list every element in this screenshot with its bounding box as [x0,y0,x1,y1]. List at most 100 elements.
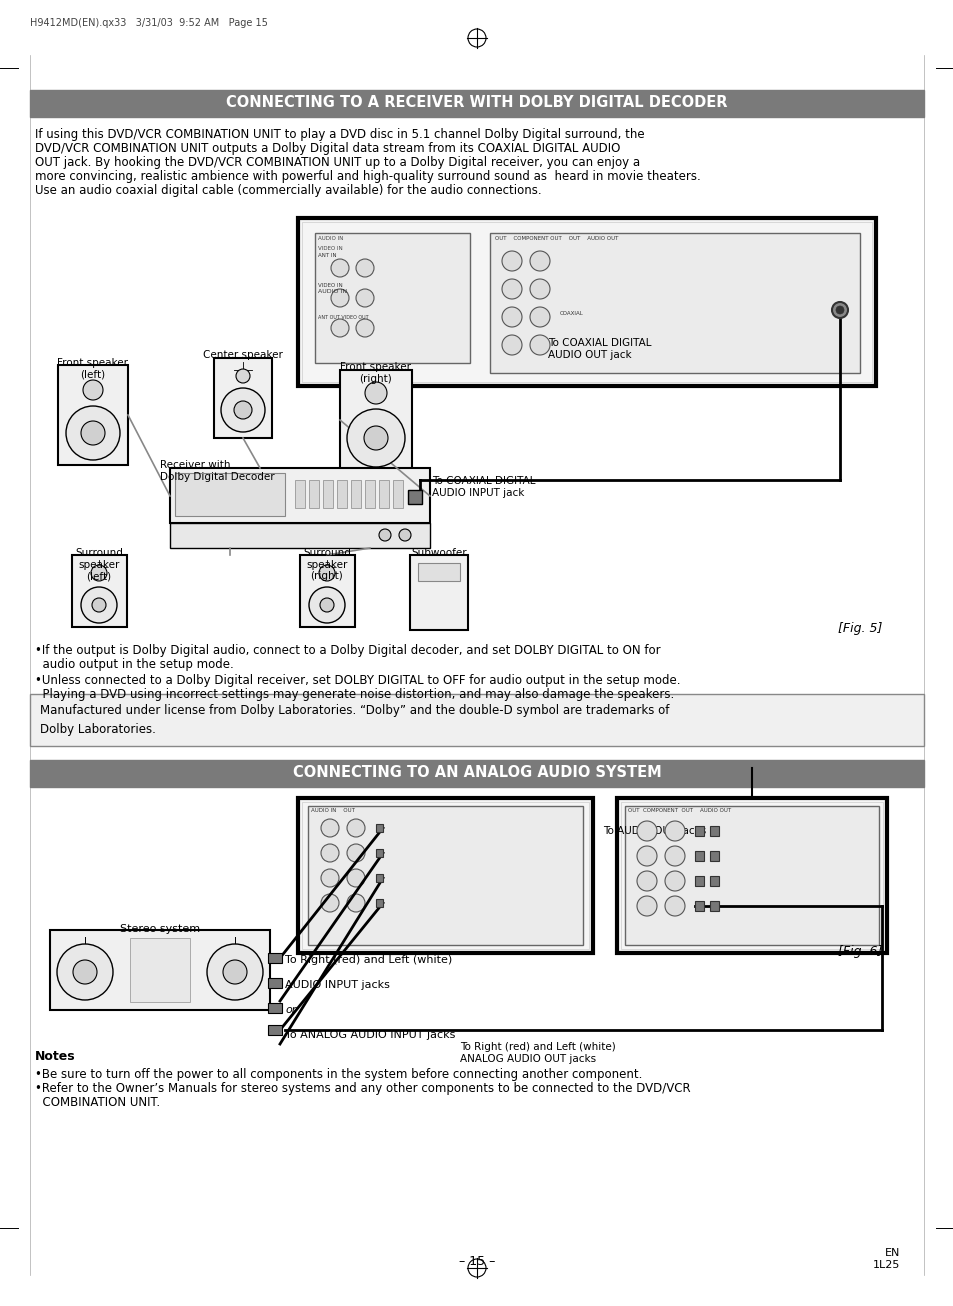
Bar [351,481,360,508]
Bar [314,232,470,363]
Circle shape [221,388,265,432]
Text: VIDEO IN: VIDEO IN [317,246,342,251]
Bar [709,901,719,912]
Text: DVD/VCR COMBINATION UNIT outputs a Dolby Digital data stream from its COAXIAL DI: DVD/VCR COMBINATION UNIT outputs a Dolby… [35,142,619,155]
Bar [695,876,703,885]
Text: Playing a DVD using incorrect settings may generate noise distortion, and may al: Playing a DVD using incorrect settings m… [35,688,674,701]
Bar [130,938,190,1002]
Text: Use an audio coaxial digital cable (commercially available) for the audio connec: Use an audio coaxial digital cable (comm… [35,184,541,197]
Text: Dolby Laboratories.: Dolby Laboratories. [40,724,155,737]
Circle shape [530,307,550,326]
Circle shape [347,409,405,468]
Circle shape [318,565,335,581]
Bar [297,218,875,387]
Circle shape [501,307,521,326]
Circle shape [81,586,117,623]
Text: AUDIO IN    OUT: AUDIO IN OUT [311,808,355,814]
Circle shape [355,319,374,337]
Text: •Be sure to turn off the power to all components in the system before connecting: •Be sure to turn off the power to all co… [35,1068,641,1081]
Bar [323,481,333,508]
Bar [695,901,703,912]
Bar [268,1003,282,1013]
Text: [Fig. 5]: [Fig. 5] [837,622,882,635]
Bar [617,798,886,953]
Circle shape [637,896,657,916]
Circle shape [398,529,411,541]
Text: If using this DVD/VCR COMBINATION UNIT to play a DVD disc in 5.1 channel Dolby D: If using this DVD/VCR COMBINATION UNIT t… [35,128,644,141]
Text: Subwoofer: Subwoofer [411,549,466,558]
Circle shape [530,279,550,299]
Circle shape [664,846,684,866]
Circle shape [73,960,97,983]
Circle shape [664,896,684,916]
Circle shape [501,251,521,272]
Circle shape [347,819,365,837]
Bar [170,522,430,549]
Text: ANALOG AUDIO OUT jacks: ANALOG AUDIO OUT jacks [459,1054,596,1064]
Circle shape [319,598,334,613]
Bar [268,1025,282,1034]
Circle shape [66,406,120,460]
Circle shape [347,895,365,912]
Circle shape [365,381,387,404]
Text: AUDIO IN: AUDIO IN [317,236,343,242]
Circle shape [355,259,374,277]
Text: •If the output is Dolby Digital audio, connect to a Dolby Digital decoder, and s: •If the output is Dolby Digital audio, c… [35,644,659,657]
Circle shape [320,868,338,887]
Text: audio output in the setup mode.: audio output in the setup mode. [35,658,233,671]
Bar [375,874,382,882]
Circle shape [309,586,345,623]
Circle shape [378,529,391,541]
Bar [709,825,719,836]
Circle shape [207,944,263,1000]
Bar [302,222,871,381]
Circle shape [331,259,349,277]
Bar [393,481,402,508]
Circle shape [91,598,106,613]
Text: 1L25: 1L25 [872,1260,899,1269]
Circle shape [530,251,550,272]
Bar [417,563,459,581]
Text: OUT    COMPONENT OUT    OUT    AUDIO OUT: OUT COMPONENT OUT OUT AUDIO OUT [495,236,618,242]
Text: Notes: Notes [35,1050,75,1063]
Bar [50,930,270,1010]
Text: Surround
speaker
(left): Surround speaker (left) [75,549,123,581]
Circle shape [223,960,247,983]
Circle shape [91,565,107,581]
Bar [375,849,382,857]
Text: Receiver with
Dolby Digital Decoder: Receiver with Dolby Digital Decoder [160,460,274,482]
Circle shape [664,871,684,891]
Circle shape [831,302,847,317]
Text: To AUDIO OUT jacks: To AUDIO OUT jacks [602,825,705,836]
Text: CONNECTING TO AN ANALOG AUDIO SYSTEM: CONNECTING TO AN ANALOG AUDIO SYSTEM [293,765,660,780]
Bar [624,806,878,946]
Bar [339,370,412,471]
Text: – 15 –: – 15 – [458,1255,495,1268]
Text: Center speaker: Center speaker [203,350,283,360]
Circle shape [501,336,521,355]
Text: •Refer to the Owner’s Manuals for stereo systems and any other components to be : •Refer to the Owner’s Manuals for stereo… [35,1081,690,1094]
Text: ANT OUT VIDEO OUT: ANT OUT VIDEO OUT [317,315,368,320]
Bar [30,760,923,788]
Circle shape [320,819,338,837]
Text: To ANALOG AUDIO INPUT jacks: To ANALOG AUDIO INPUT jacks [285,1030,455,1040]
Circle shape [347,868,365,887]
Text: Manufactured under license from Dolby Laboratories. “Dolby” and the double-D sym: Manufactured under license from Dolby La… [40,704,669,717]
Bar [620,802,882,949]
Circle shape [530,336,550,355]
Bar [378,481,389,508]
Circle shape [57,944,112,1000]
Bar [297,798,593,953]
Circle shape [664,821,684,841]
Text: COAXIAL: COAXIAL [559,311,583,316]
Text: EN: EN [883,1249,899,1258]
Bar [695,852,703,861]
Bar [58,364,128,465]
Bar [213,358,272,438]
Text: H9412MD(EN).qx33   3/31/03  9:52 AM   Page 15: H9412MD(EN).qx33 3/31/03 9:52 AM Page 15 [30,18,268,27]
Bar [410,555,468,629]
Text: [Fig. 6]: [Fig. 6] [837,946,882,959]
Bar [30,693,923,746]
Bar [365,481,375,508]
Bar [309,481,318,508]
